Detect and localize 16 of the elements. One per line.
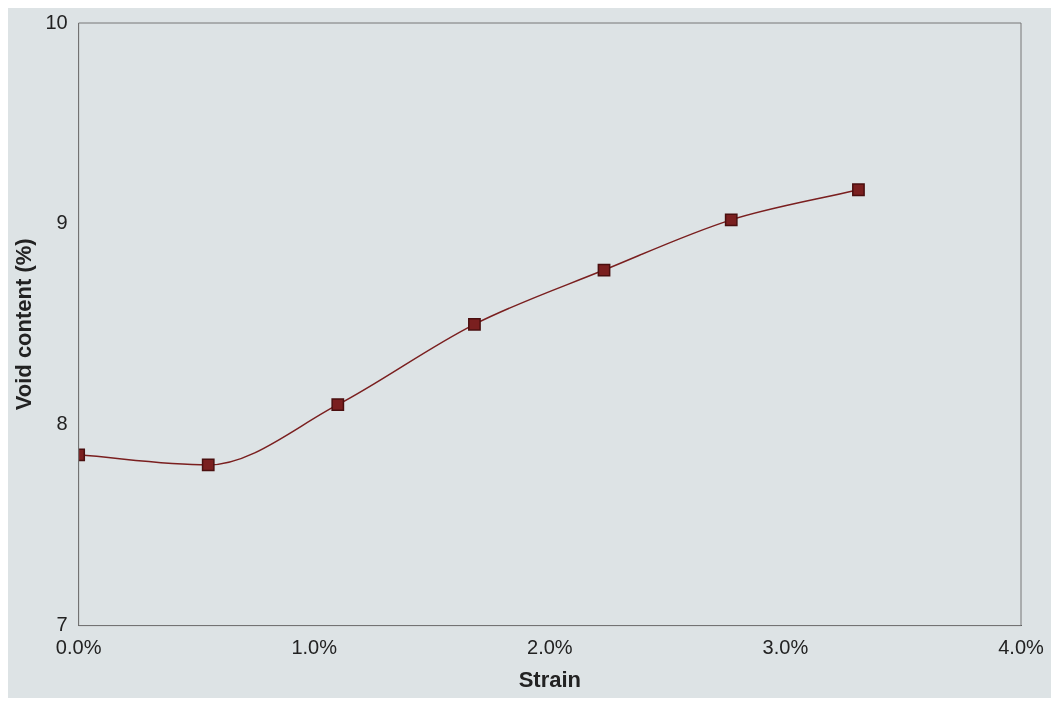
y-tick-label: 9: [56, 211, 68, 234]
y-tick-label: 7: [56, 613, 68, 636]
x-tick-label: 3.0%: [762, 636, 809, 659]
x-tick-label: 0.0%: [55, 636, 102, 659]
point: [468, 317, 481, 331]
x-tick-label: 4.0%: [998, 636, 1045, 659]
point: [201, 458, 215, 472]
y-axis-title: Void content (%): [11, 238, 37, 411]
point: [331, 398, 345, 412]
y-tick-label: 8: [56, 412, 68, 435]
x-axis-title: Strain: [518, 666, 581, 692]
point: [852, 183, 865, 197]
point: [724, 213, 738, 227]
y-tick-label: 10: [45, 10, 68, 33]
x-tick-label: 1.0%: [291, 636, 338, 659]
x-tick-label: 2.0%: [527, 636, 573, 659]
